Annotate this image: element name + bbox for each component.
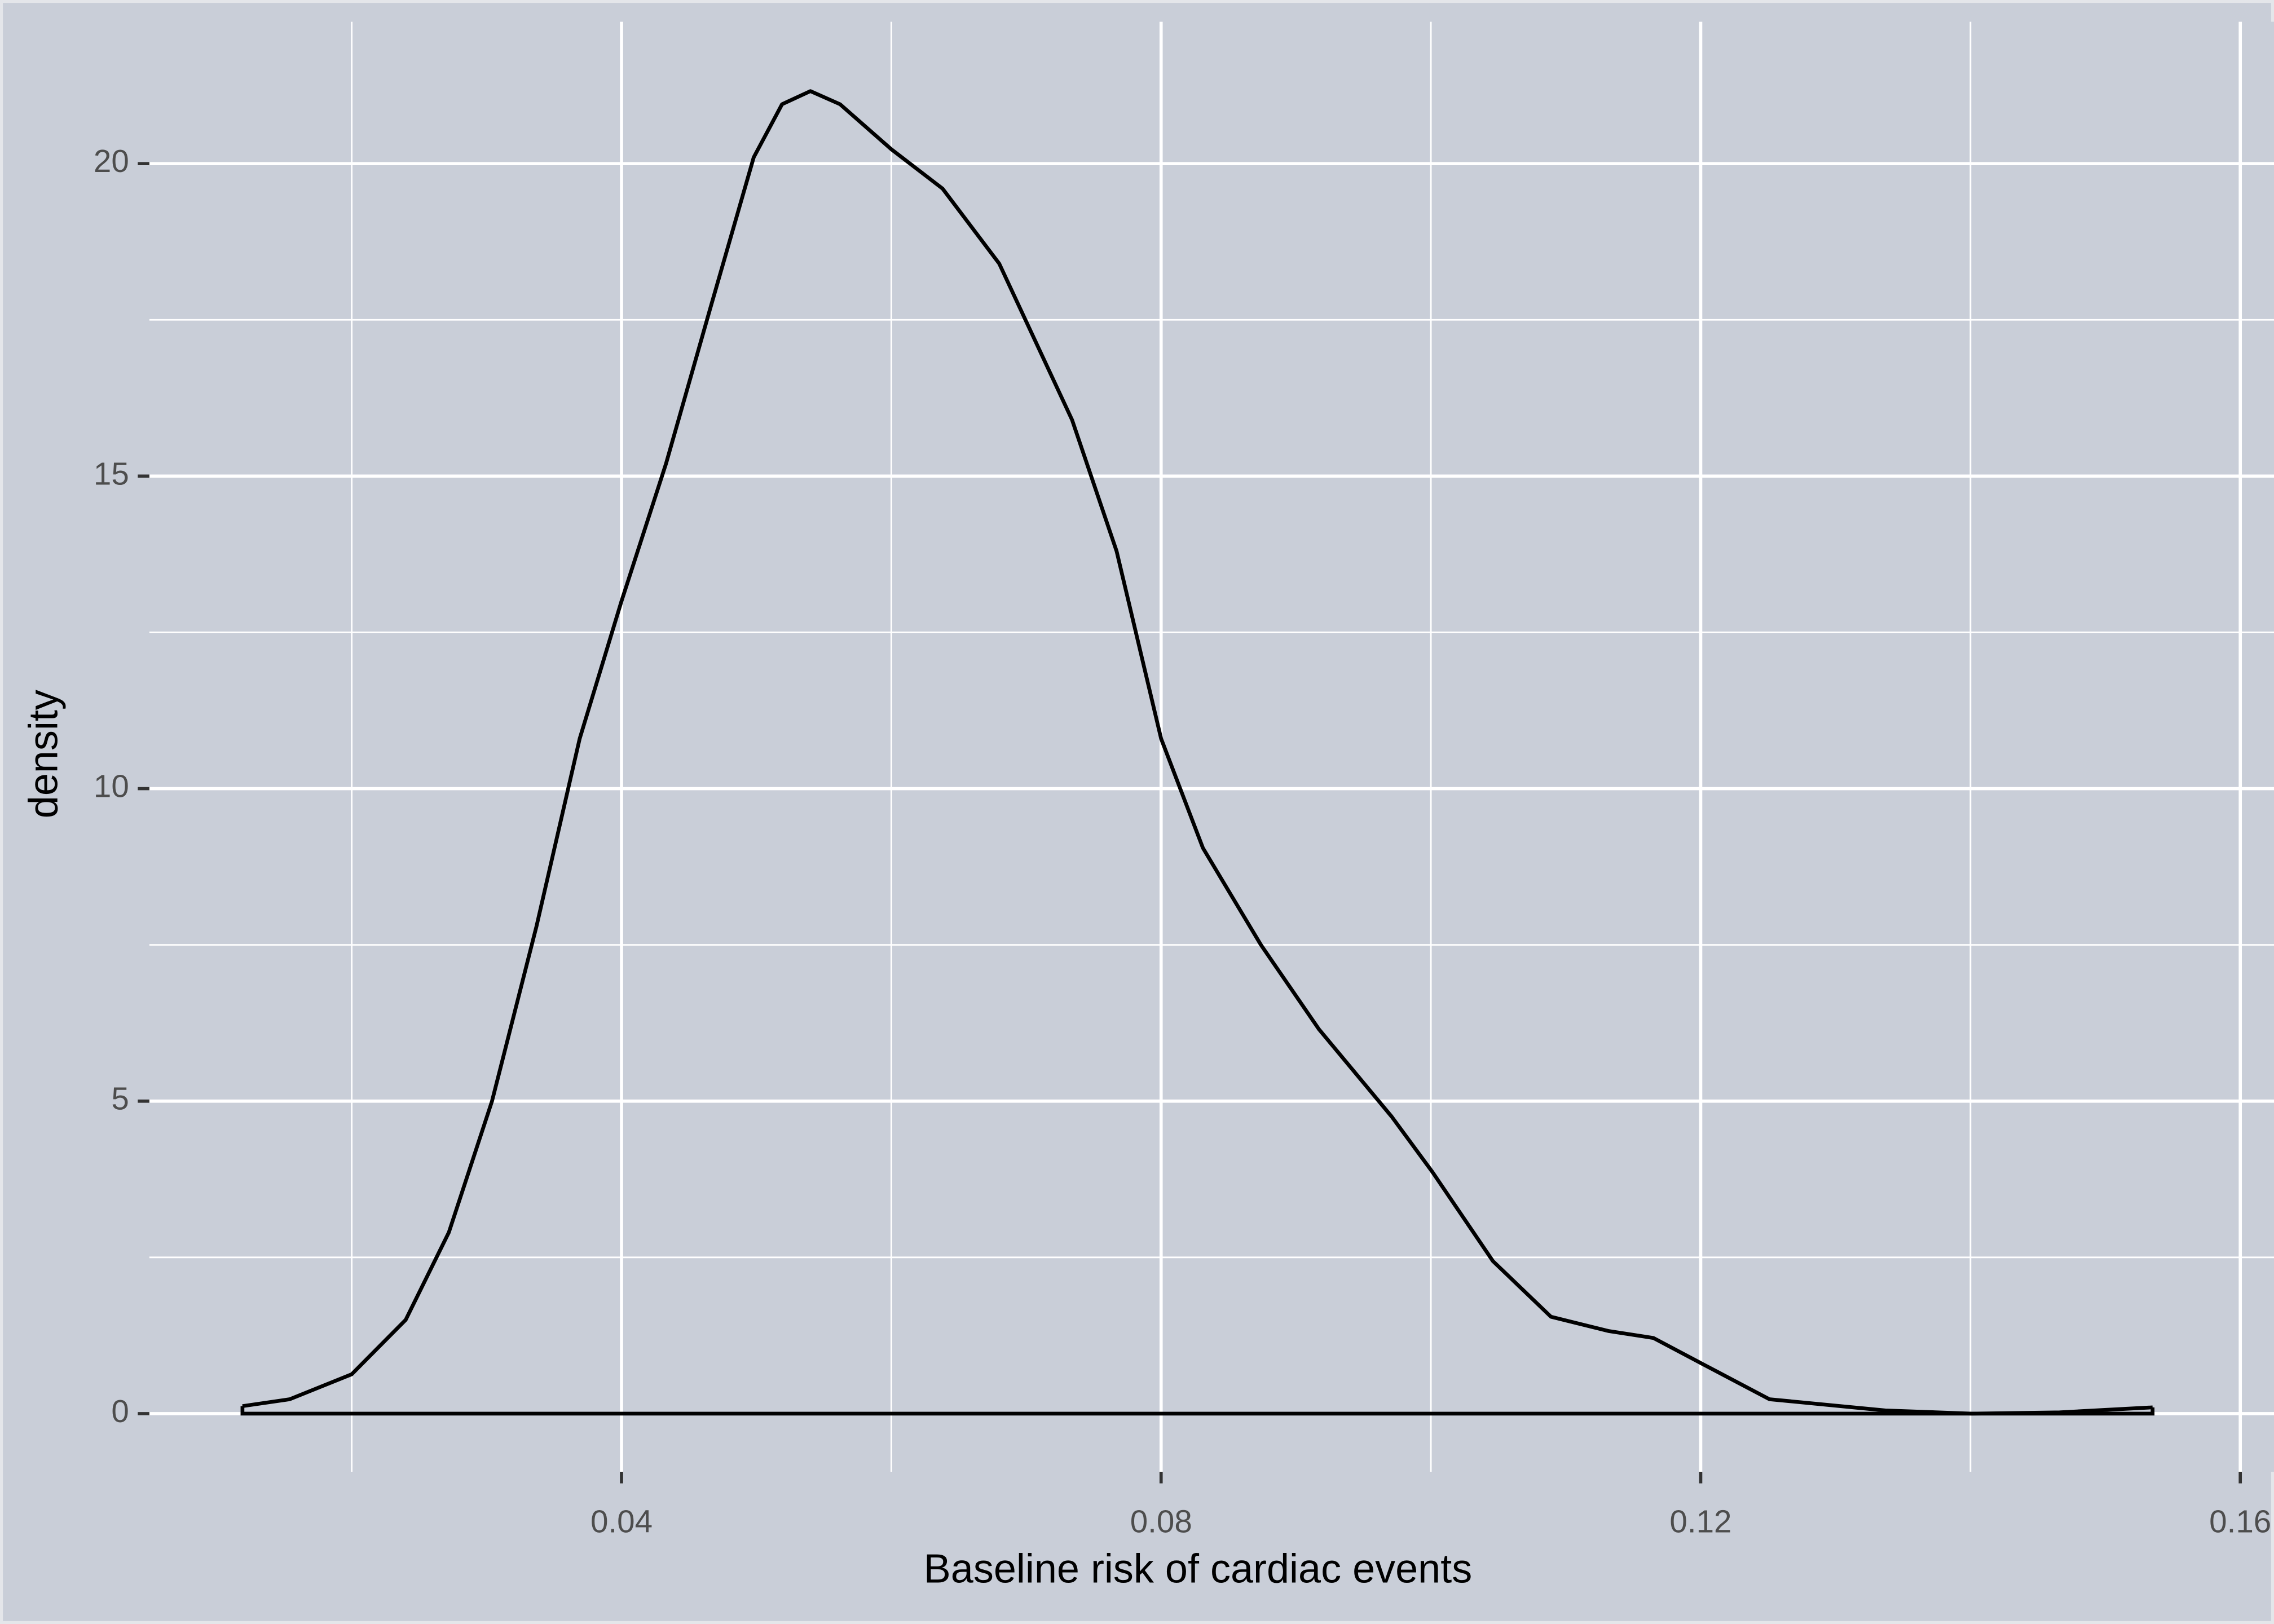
x-tick-label: 0.08 xyxy=(1130,1504,1192,1539)
x-tick-label: 0.12 xyxy=(1669,1504,1731,1539)
x-axis-title: Baseline risk of cardiac events xyxy=(924,1546,1472,1591)
y-tick-label: 10 xyxy=(94,768,129,804)
density-baseline xyxy=(240,1406,2155,1416)
x-tick-label: 0.16 xyxy=(2209,1504,2271,1539)
density-curve xyxy=(242,89,2153,1416)
x-tick-label: 0.04 xyxy=(590,1504,653,1539)
y-tick-label: 20 xyxy=(94,143,129,179)
y-tick-label: 15 xyxy=(94,456,129,491)
panel xyxy=(149,21,2274,1472)
y-tick-label: 0 xyxy=(111,1393,129,1429)
y-axis-title: density xyxy=(21,690,66,818)
y-tick-label: 5 xyxy=(111,1081,129,1116)
